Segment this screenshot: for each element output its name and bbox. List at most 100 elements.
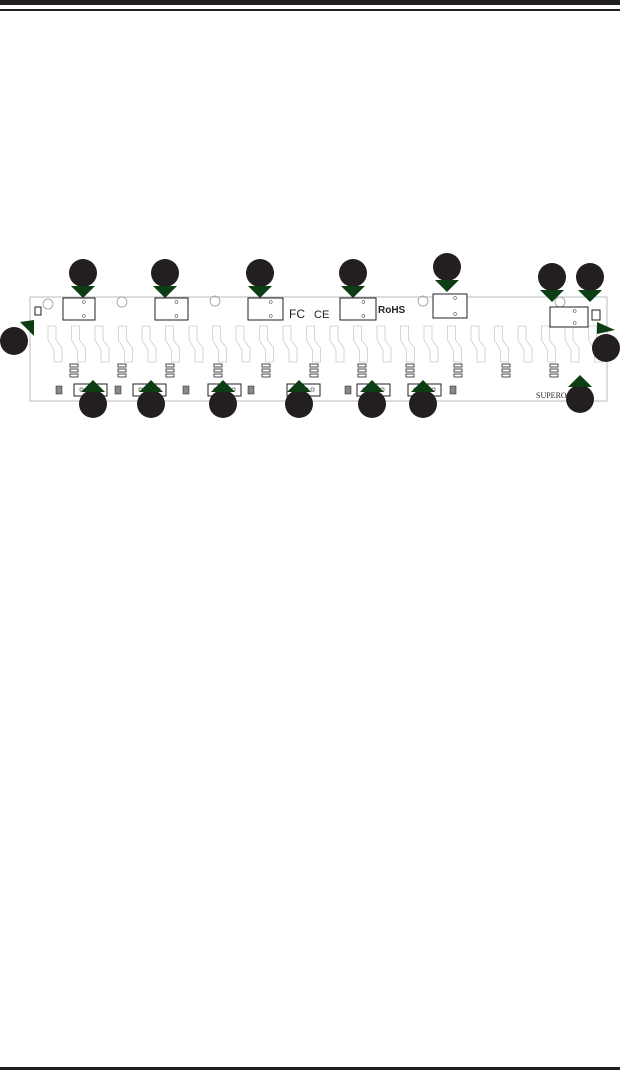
connector-pin bbox=[174, 300, 179, 304]
rohs-mark: RoHS bbox=[378, 305, 406, 316]
led-component bbox=[261, 363, 271, 368]
capacitor bbox=[182, 385, 190, 395]
mounting-hole bbox=[116, 296, 128, 308]
callout-arrow-icon bbox=[597, 322, 615, 334]
mounting-hole bbox=[417, 295, 429, 307]
top-connector bbox=[549, 306, 589, 328]
led-component bbox=[453, 363, 463, 368]
callout-marker bbox=[285, 390, 313, 418]
drive-slot bbox=[400, 325, 415, 363]
capacitor bbox=[114, 385, 122, 395]
led-component bbox=[309, 368, 319, 373]
drive-slot bbox=[235, 325, 251, 363]
jumper bbox=[34, 306, 42, 316]
top-connector bbox=[339, 297, 377, 321]
callout-marker bbox=[576, 263, 604, 291]
led-component bbox=[213, 373, 223, 378]
callout-marker bbox=[339, 259, 367, 287]
callout-arrow-icon bbox=[81, 380, 105, 392]
led-component bbox=[501, 368, 511, 373]
led-component bbox=[309, 373, 319, 378]
drive-slot bbox=[423, 325, 439, 363]
mounting-hole bbox=[42, 298, 54, 310]
callout-arrow-icon bbox=[71, 286, 95, 298]
drive-slot bbox=[47, 325, 63, 363]
drive-slot bbox=[447, 325, 462, 363]
connector-pin bbox=[82, 300, 86, 304]
drive-slot bbox=[71, 325, 86, 363]
led-component bbox=[357, 363, 367, 368]
fcc-mark: FC bbox=[289, 307, 305, 321]
jumper bbox=[591, 309, 601, 321]
led-component bbox=[501, 363, 511, 368]
led-component bbox=[357, 373, 367, 378]
led-component bbox=[69, 363, 79, 368]
capacitor bbox=[344, 385, 352, 395]
drive-slot bbox=[282, 325, 298, 363]
callout-marker bbox=[566, 385, 594, 413]
connector-pin bbox=[572, 309, 577, 313]
connector-pin bbox=[79, 387, 84, 392]
drive-slot bbox=[376, 325, 392, 363]
callout-marker bbox=[592, 334, 620, 362]
callout-marker bbox=[409, 390, 437, 418]
mounting-hole bbox=[209, 295, 221, 307]
led-component bbox=[117, 373, 127, 378]
drive-slot bbox=[212, 325, 227, 363]
mounting-hole bbox=[554, 296, 566, 308]
callout-arrow-icon bbox=[211, 380, 235, 392]
drive-slot bbox=[141, 325, 157, 363]
led-component bbox=[357, 368, 367, 373]
led-component bbox=[261, 373, 271, 378]
drive-slot bbox=[118, 325, 133, 363]
callout-marker bbox=[0, 327, 28, 355]
top-connector bbox=[62, 297, 96, 321]
connector-pin bbox=[174, 314, 179, 318]
callout-marker bbox=[246, 259, 274, 287]
callout-arrow-icon bbox=[578, 290, 602, 302]
connector-pin bbox=[572, 321, 577, 325]
brand-logo: SUPERO bbox=[536, 391, 567, 400]
callout-arrow-icon bbox=[341, 286, 365, 298]
callout-arrow-icon bbox=[568, 375, 592, 387]
callouts bbox=[0, 253, 620, 418]
connector-pin bbox=[453, 312, 457, 316]
footer-rule bbox=[0, 1067, 620, 1070]
callout-arrow-icon bbox=[20, 320, 34, 336]
capacitor bbox=[449, 385, 457, 395]
callout-arrow-icon bbox=[139, 380, 163, 392]
ce-mark: CE bbox=[314, 309, 329, 321]
callout-marker bbox=[137, 390, 165, 418]
callout-marker bbox=[358, 390, 386, 418]
connector-pin bbox=[82, 314, 86, 318]
connector-pin bbox=[310, 387, 315, 392]
connector-pin bbox=[269, 314, 273, 318]
top-connector bbox=[432, 293, 468, 319]
led-component bbox=[549, 363, 559, 368]
led-component bbox=[453, 368, 463, 373]
callout-arrow-icon bbox=[411, 380, 435, 392]
callout-marker bbox=[69, 259, 97, 287]
drive-slot bbox=[188, 325, 204, 363]
callout-arrow-icon bbox=[153, 286, 177, 298]
drive-slot bbox=[329, 325, 345, 363]
drive-slot bbox=[353, 325, 368, 363]
connector-pin bbox=[453, 296, 457, 300]
callout-marker bbox=[209, 390, 237, 418]
top-connector bbox=[247, 297, 284, 321]
drive-slot bbox=[517, 325, 533, 363]
callout-arrow-icon bbox=[435, 280, 459, 292]
led-component bbox=[453, 373, 463, 378]
led-component bbox=[165, 363, 175, 368]
led-component bbox=[213, 368, 223, 373]
led-component bbox=[117, 363, 127, 368]
callout-arrow-icon bbox=[287, 380, 311, 392]
led-component bbox=[117, 368, 127, 373]
capacitor bbox=[55, 385, 63, 395]
callout-arrow-icon bbox=[360, 380, 384, 392]
led-component bbox=[165, 373, 175, 378]
led-component bbox=[549, 368, 559, 373]
drive-slot bbox=[306, 325, 321, 363]
callout-marker bbox=[151, 259, 179, 287]
